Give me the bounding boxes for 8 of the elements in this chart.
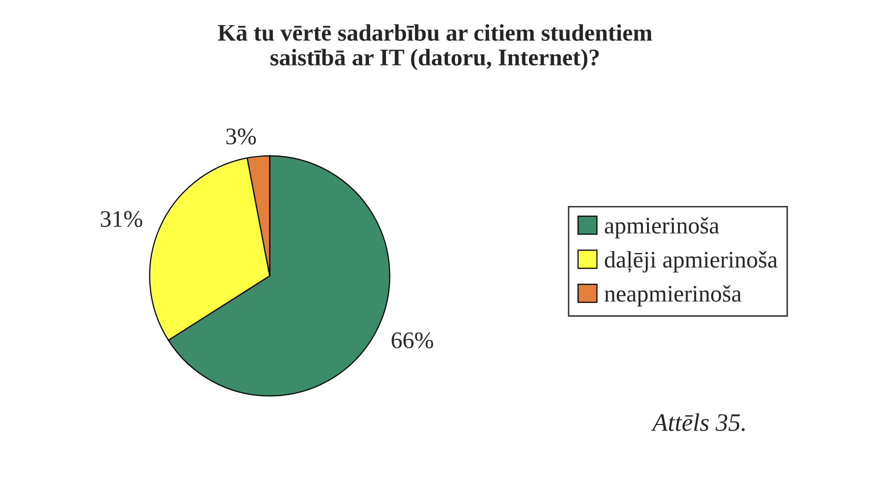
chart-title: Kā tu vērtē sadarbību ar citiem studentiem saistībā ar IT (datoru, Internet)? <box>218 24 652 70</box>
legend-label: apmierinoša <box>604 216 720 238</box>
data-label: 3% <box>226 128 256 144</box>
legend-label: neapmierinoša <box>604 285 742 307</box>
data-label: 31% <box>100 211 142 228</box>
text: Attēls 35. <box>651 413 745 432</box>
data-label: 66% <box>392 332 434 348</box>
legend-label: daļēji apmierinoša <box>604 251 778 272</box>
